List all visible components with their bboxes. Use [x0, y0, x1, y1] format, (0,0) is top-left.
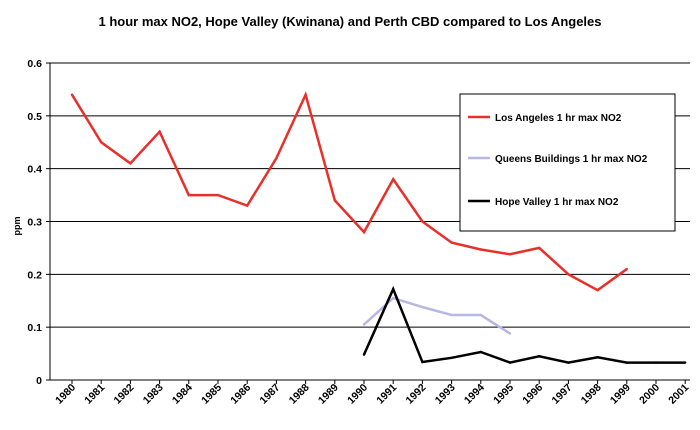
data-point [392, 296, 395, 300]
legend-label-1: Queens Buildings 1 hr max NO2 [495, 154, 648, 165]
x-tick-label: 1999 [608, 382, 633, 407]
data-point [275, 156, 278, 160]
legend: Los Angeles 1 hr max NO2 Queens Buildings… [459, 93, 676, 232]
data-point [508, 332, 512, 335]
x-tick-label: 1989 [316, 382, 341, 407]
x-tick-label: 1990 [345, 382, 370, 407]
data-point [129, 162, 132, 165]
x-tick-label: 1981 [82, 382, 107, 407]
data-point [158, 130, 161, 133]
series-line-0 [70, 91, 628, 292]
data-point [304, 93, 307, 96]
data-point [508, 253, 512, 256]
legend-box [459, 93, 676, 232]
data-point [596, 288, 599, 292]
y-tick-label: 0.5 [27, 111, 42, 123]
data-point [567, 361, 570, 364]
x-tick-label: 1997 [550, 382, 575, 407]
chart-title: 1 hour max NO2, Hope Valley (Kwinana) an… [98, 14, 602, 29]
data-point [392, 178, 395, 181]
x-tick-label: 1995 [491, 382, 516, 407]
y-tick-label: 0 [36, 375, 42, 387]
data-point [421, 305, 424, 309]
data-point [362, 353, 366, 356]
axes [46, 62, 690, 384]
data-point [479, 350, 482, 354]
y-tick-labels: 0 0.1 0.2 0.3 0.4 0.5 0.6 [27, 58, 42, 387]
data-point [450, 356, 453, 360]
y-tick-label: 0.3 [27, 217, 42, 229]
series-line-2 [362, 285, 686, 364]
data-point [362, 230, 366, 234]
data-point [421, 220, 424, 223]
data-point [392, 287, 395, 291]
x-tick-label: 1984 [170, 382, 195, 407]
x-tick-label: 1982 [112, 382, 137, 407]
x-tick-label: 1983 [141, 382, 166, 407]
legend-label-0: Los Angeles 1 hr max NO2 [495, 113, 622, 124]
data-point [450, 313, 453, 317]
y-tick-label: 0.6 [27, 58, 42, 70]
y-tick-label: 0.1 [27, 322, 42, 334]
data-point [625, 361, 628, 364]
data-point [538, 355, 541, 358]
x-tick-label: 1985 [199, 382, 224, 407]
data-point [538, 246, 541, 250]
x-tick-label: 1993 [433, 382, 458, 407]
y-axis-label: ppm [12, 217, 22, 236]
data-point [508, 361, 512, 364]
x-tick-label: 1992 [404, 382, 429, 407]
x-tick-label: 1994 [462, 382, 487, 407]
data-point [333, 199, 336, 202]
data-point [100, 141, 103, 144]
y-tick-label: 0.2 [27, 269, 42, 281]
data-point [362, 323, 366, 326]
x-tick-label: 1991 [374, 382, 399, 407]
series-lines [70, 91, 687, 364]
data-point [684, 361, 687, 364]
data-point [625, 267, 628, 271]
x-tick-labels: 1980 1981 1982 1983 1984 1985 1986 1987 1988 1989… [53, 382, 691, 407]
data-point [567, 273, 570, 276]
x-tick-label: 1996 [520, 382, 545, 407]
data-point [450, 241, 453, 244]
x-tick-label: 2001 [666, 382, 691, 407]
x-tick-label: 1986 [228, 382, 253, 407]
data-point [654, 361, 658, 364]
data-point [70, 93, 74, 96]
x-tick-label: 2000 [637, 382, 662, 407]
legend-items: Los Angeles 1 hr max NO2 Queens Buildings… [468, 113, 648, 208]
x-tick-label: 1980 [53, 382, 78, 407]
data-point [596, 356, 599, 359]
data-point [479, 248, 482, 251]
data-point [187, 193, 190, 197]
data-point [246, 204, 249, 207]
legend-label-2: Hope Valley 1 hr max NO2 [495, 197, 619, 208]
data-point [479, 313, 482, 317]
y-tick-label: 0.4 [27, 164, 42, 176]
x-tick-label: 1998 [579, 382, 604, 407]
x-tick-label: 1988 [287, 382, 312, 407]
x-tick-label: 1987 [258, 382, 283, 407]
data-point [216, 193, 220, 197]
data-point [421, 360, 424, 364]
